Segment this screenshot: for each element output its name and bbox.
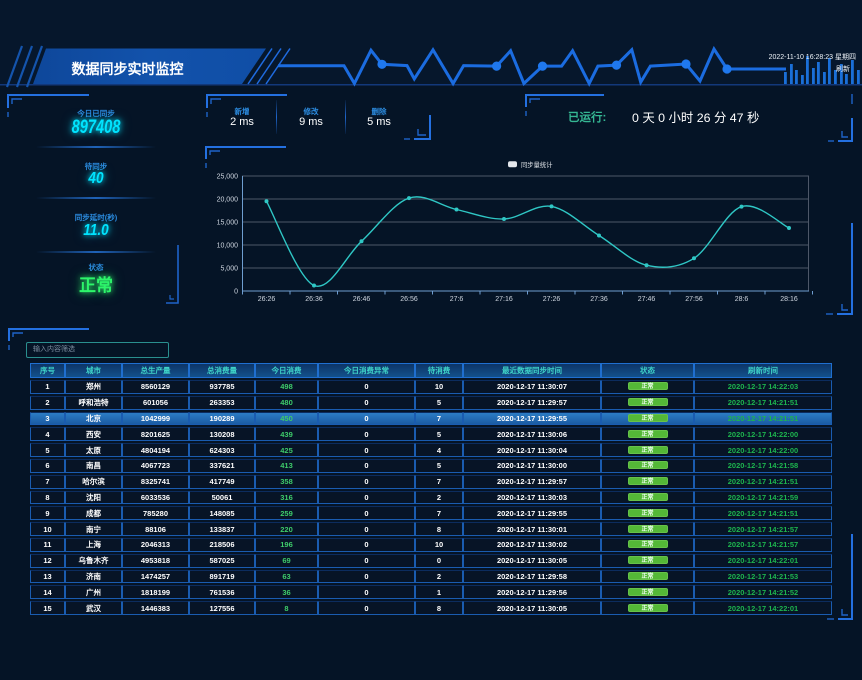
svg-text:27:6: 27:6 <box>450 296 464 303</box>
svg-text:28:16: 28:16 <box>780 296 798 303</box>
svg-text:27:46: 27:46 <box>638 296 656 303</box>
svg-text:同步量统计: 同步量统计 <box>521 160 553 169</box>
svg-text:27:26: 27:26 <box>543 296 561 303</box>
svg-text:27:36: 27:36 <box>590 296 608 303</box>
svg-text:25,000: 25,000 <box>217 174 239 181</box>
svg-text:0: 0 <box>234 289 238 296</box>
svg-text:26:26: 26:26 <box>258 296 276 303</box>
svg-text:20,000: 20,000 <box>217 197 239 204</box>
svg-text:26:36: 26:36 <box>305 296 323 303</box>
svg-text:26:46: 26:46 <box>353 296 371 303</box>
svg-text:26:56: 26:56 <box>400 296 418 303</box>
svg-text:5,000: 5,000 <box>220 266 238 273</box>
svg-text:27:56: 27:56 <box>685 296 703 303</box>
svg-text:15,000: 15,000 <box>217 220 239 227</box>
svg-text:10,000: 10,000 <box>217 243 239 250</box>
svg-text:28:6: 28:6 <box>735 296 749 303</box>
svg-text:27:16: 27:16 <box>495 296 513 303</box>
